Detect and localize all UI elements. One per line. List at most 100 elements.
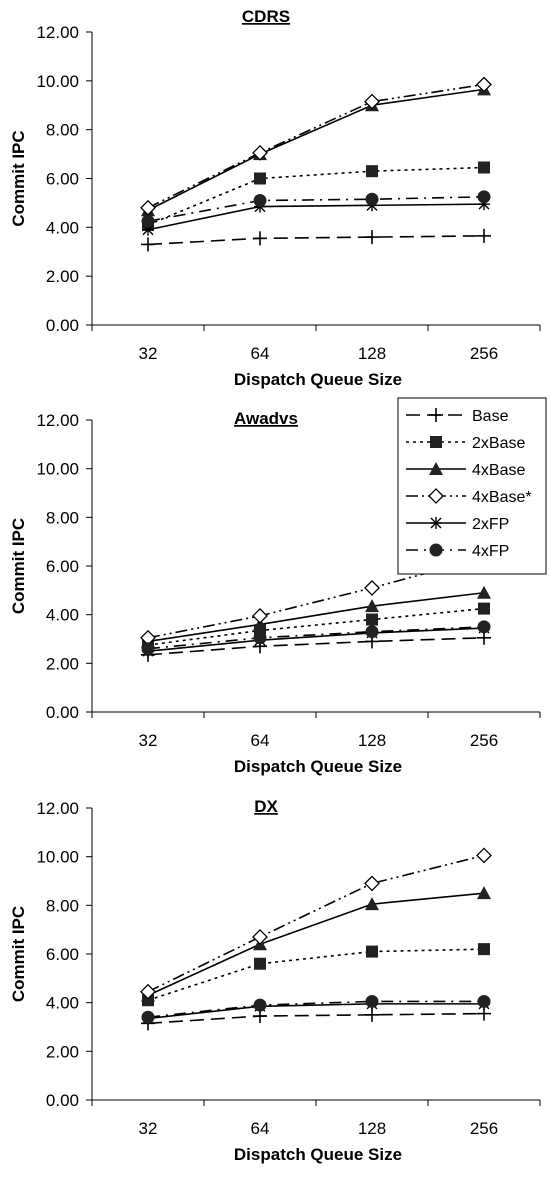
series-line-2xfp xyxy=(147,627,485,652)
data-point-2xbase-shape xyxy=(478,161,490,174)
legend-marker-2xfp-d xyxy=(430,517,442,529)
series-line-4xbase xyxy=(147,892,485,997)
data-point-4xbase-star xyxy=(252,607,268,624)
data-point-4xfp-shape xyxy=(477,994,491,1008)
legend-marker-2xbase-shape xyxy=(430,436,442,448)
x-tick-label: 256 xyxy=(470,344,498,363)
y-axis-title: Commit IPC xyxy=(9,130,28,226)
data-point-4xfp xyxy=(253,998,267,1012)
legend-marker-4xbase-star-shape xyxy=(428,488,444,504)
x-tick-label: 64 xyxy=(251,731,270,750)
y-tick-label: 10.00 xyxy=(36,72,79,91)
data-point-4xfp-shape xyxy=(365,192,379,206)
series-line-4xbase-star xyxy=(147,83,485,209)
x-tick-label: 32 xyxy=(139,1119,158,1138)
y-tick-label: 4.00 xyxy=(46,218,79,237)
x-tick-label: 64 xyxy=(251,344,270,363)
data-point-2xbase-shape xyxy=(254,172,266,185)
data-point-4xbase-star-shape xyxy=(252,607,268,624)
series-line-4xbase xyxy=(147,591,485,643)
data-point-2xbase xyxy=(366,613,378,626)
data-point-4xfp xyxy=(253,631,267,645)
x-tick-label: 32 xyxy=(139,731,158,750)
x-axis-title: Dispatch Queue Size xyxy=(234,370,402,389)
series-4xbase-star xyxy=(140,76,492,216)
y-tick-label: 10.00 xyxy=(36,460,79,479)
data-point-4xbase-star xyxy=(364,579,380,596)
series-line-2xfp xyxy=(147,203,485,231)
y-tick-label: 2.00 xyxy=(46,267,79,286)
data-point-4xbase-star xyxy=(476,847,492,864)
legend-label-2xbase: 2xBase xyxy=(472,435,525,452)
data-point-2xbase xyxy=(366,945,378,958)
chart-title: CDRS xyxy=(242,7,290,26)
data-point-4xfp xyxy=(141,1010,155,1024)
series-4xfp xyxy=(141,620,491,656)
data-point-base xyxy=(365,1007,379,1022)
data-point-4xbase xyxy=(477,585,491,599)
data-point-2xbase-shape xyxy=(254,957,266,970)
x-tick-label: 64 xyxy=(251,1119,270,1138)
data-point-4xbase xyxy=(477,886,491,900)
data-point-4xfp-shape xyxy=(477,190,491,204)
y-tick-label: 6.00 xyxy=(46,170,79,189)
chart-panel-2: Awadvs 0.00 2.00 4.00 6.00 8.00 10.00 12.00 32 64… xyxy=(9,397,547,776)
data-point-4xfp-shape xyxy=(477,620,491,634)
data-point-2xbase-shape xyxy=(478,602,490,615)
y-tick-label: 2.00 xyxy=(46,1042,79,1061)
data-point-4xfp xyxy=(477,190,491,204)
data-point-4xfp xyxy=(477,620,491,634)
series-line-2xfp xyxy=(147,1003,484,1020)
legend-marker-4xfp xyxy=(429,543,443,557)
legend-marker-2xbase xyxy=(430,436,442,448)
data-point-4xfp-shape xyxy=(141,1010,155,1024)
data-point-4xbase-star-shape xyxy=(476,76,492,93)
data-point-4xfp xyxy=(365,192,379,206)
data-point-4xbase xyxy=(365,897,379,911)
y-tick-label: 12.00 xyxy=(36,799,79,818)
legend-label-2xfp: 2xFP xyxy=(472,516,509,533)
y-tick-label: 6.00 xyxy=(46,945,79,964)
data-point-4xfp-shape xyxy=(141,642,155,656)
series-line-2xbase xyxy=(147,166,485,226)
data-point-4xfp-shape xyxy=(365,994,379,1008)
data-point-base xyxy=(141,237,155,252)
legend-marker-base xyxy=(429,408,443,422)
data-point-4xfp xyxy=(141,642,155,656)
y-axis-title: Commit IPC xyxy=(9,906,28,1002)
legend-label-4xbase-star: 4xBase* xyxy=(472,489,532,506)
legend-marker-4xbase xyxy=(429,462,443,475)
data-point-4xbase-star xyxy=(252,144,268,161)
data-point-2xbase xyxy=(478,943,490,956)
y-tick-label: 4.00 xyxy=(46,994,79,1013)
y-tick-label: 10.00 xyxy=(36,848,79,867)
data-point-2xbase xyxy=(254,172,266,185)
series-2xfp xyxy=(142,198,490,236)
series-4xfp xyxy=(141,190,491,228)
data-point-4xbase-star-shape xyxy=(140,983,156,1000)
y-tick-label: 12.00 xyxy=(36,23,79,42)
series-line-base xyxy=(147,235,485,246)
data-point-2xbase xyxy=(366,165,378,178)
x-tick-label: 256 xyxy=(470,731,498,750)
x-tick-label: 256 xyxy=(470,1119,498,1138)
series-line-4xfp xyxy=(147,1000,484,1019)
series-line-4xbase xyxy=(147,88,485,211)
legend-label-base: Base xyxy=(472,408,509,425)
legend-label-4xbase: 4xBase xyxy=(472,462,525,479)
x-tick-label: 128 xyxy=(358,1119,386,1138)
series-line-2xbase xyxy=(147,948,485,1001)
data-point-4xbase-shape xyxy=(477,886,491,900)
y-tick-label: 4.00 xyxy=(46,606,79,625)
y-tick-label: 0.00 xyxy=(46,1091,79,1110)
legend-label-4xfp: 4xFP xyxy=(472,543,509,560)
data-point-4xbase-star-shape xyxy=(364,875,380,892)
data-point-2xbase-shape xyxy=(478,943,490,956)
y-tick-label: 2.00 xyxy=(46,654,79,673)
data-point-2xbase xyxy=(478,161,490,174)
legend-marker-4xbase-shape xyxy=(429,462,443,475)
series-4xbase xyxy=(141,82,491,217)
series-base xyxy=(141,1006,491,1031)
